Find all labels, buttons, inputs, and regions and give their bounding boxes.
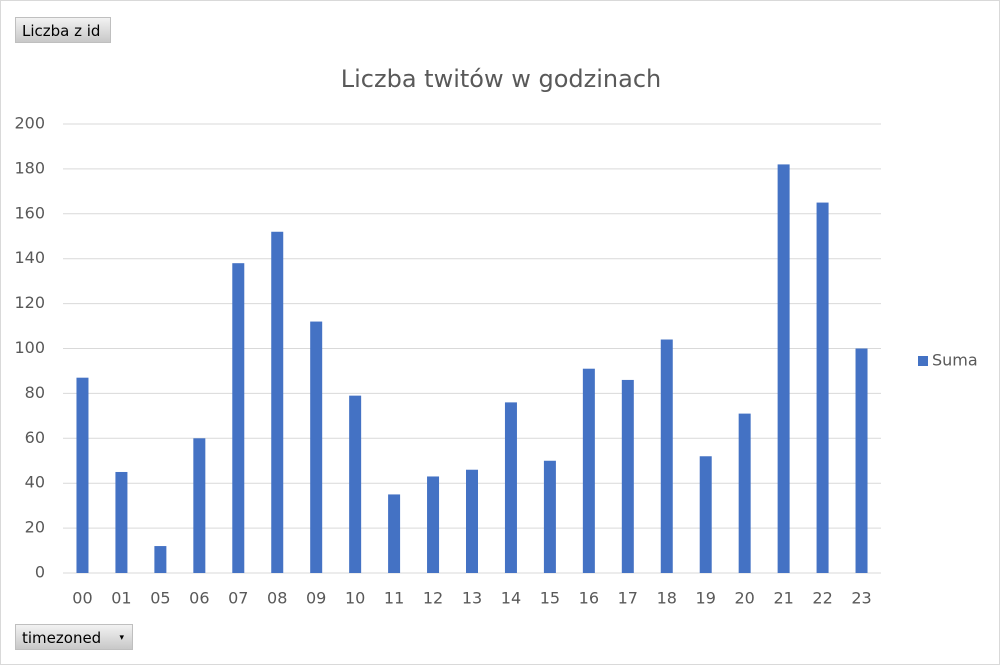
x-tick-label: 21 (773, 589, 793, 608)
bar (271, 231, 284, 573)
dropdown-arrow[interactable]: ▾ (119, 633, 124, 643)
bar (660, 339, 673, 573)
x-tick-label: 20 (734, 589, 754, 608)
bar (777, 164, 790, 573)
legend-swatch (918, 356, 928, 366)
x-tick-label: 11 (384, 589, 404, 608)
bar (855, 348, 868, 573)
x-tick-label: 07 (228, 589, 248, 608)
x-tick-label: 23 (851, 589, 871, 608)
x-tick-label: 12 (423, 589, 443, 608)
x-tick-label: 00 (72, 589, 92, 608)
y-tick-label: 100 (14, 338, 45, 357)
value-field-button[interactable]: Liczba z id (15, 17, 111, 43)
x-tick-label: 05 (150, 589, 170, 608)
x-tick-label: 17 (618, 589, 638, 608)
bar (738, 413, 751, 573)
bar (543, 460, 556, 573)
x-tick-label: 16 (579, 589, 599, 608)
bar (310, 321, 323, 573)
bar (699, 456, 712, 573)
bar (427, 476, 440, 573)
y-tick-label: 80 (25, 383, 45, 402)
x-tick-label: 09 (306, 589, 326, 608)
y-tick-label: 180 (14, 158, 45, 177)
bar (193, 438, 206, 573)
bar (621, 379, 634, 573)
x-tick-label: 18 (657, 589, 677, 608)
y-tick-label: 0 (35, 563, 45, 582)
y-tick-label: 120 (14, 293, 45, 312)
bar (466, 469, 478, 573)
y-tick-label: 160 (14, 203, 45, 222)
axis-field-label: timezoned (22, 629, 102, 647)
y-tick-label: 40 (25, 473, 45, 492)
chart-title: Liczba twitów w godzinach (341, 65, 661, 93)
x-tick-label: 01 (111, 589, 131, 608)
y-tick-label: 60 (25, 428, 45, 447)
bar (115, 471, 128, 573)
axis-field-button[interactable]: timezoned ▾ (15, 624, 133, 650)
x-tick-label: 13 (462, 589, 482, 608)
bar (154, 546, 167, 573)
x-tick-label: 19 (696, 589, 716, 608)
x-tick-label: 06 (189, 589, 209, 608)
x-tick-label: 14 (501, 589, 521, 608)
legend-label: Suma (932, 351, 978, 370)
bar (349, 395, 362, 573)
x-tick-label: 10 (345, 589, 365, 608)
bar (232, 263, 245, 573)
bar (388, 494, 401, 573)
bar (76, 377, 89, 573)
y-tick-label: 200 (14, 114, 45, 133)
bar (504, 402, 517, 573)
y-tick-label: 140 (14, 248, 45, 267)
x-tick-label: 08 (267, 589, 287, 608)
bar (582, 368, 595, 573)
x-tick-label: 22 (812, 589, 832, 608)
x-tick-label: 15 (540, 589, 560, 608)
y-tick-label: 20 (25, 518, 45, 537)
bar (816, 202, 829, 573)
